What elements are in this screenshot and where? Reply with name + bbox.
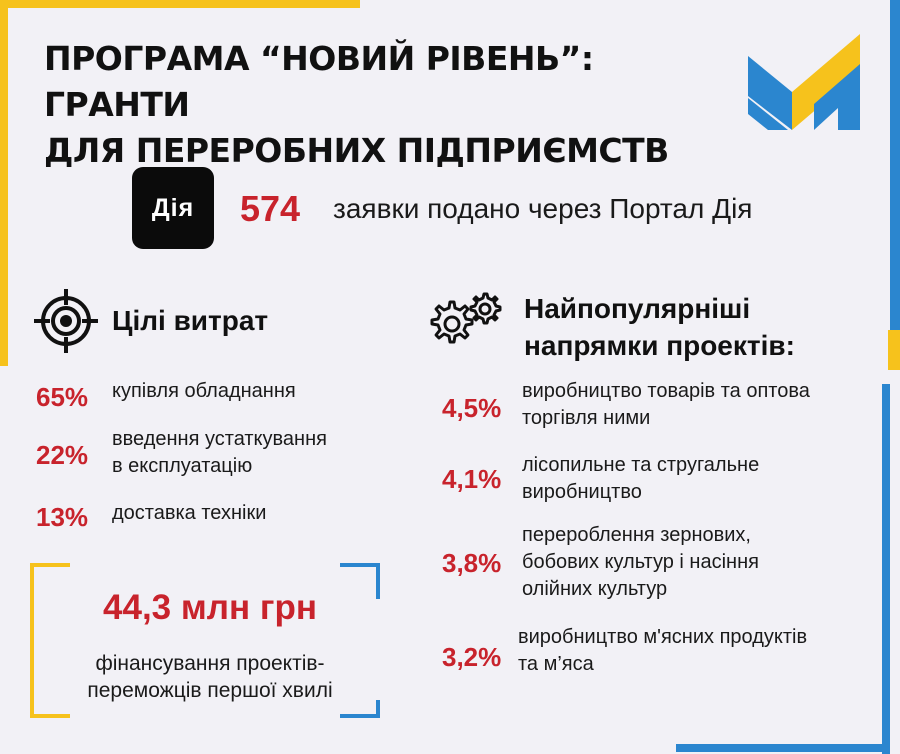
box-corner-blue-bottom xyxy=(340,714,380,718)
frame-blue-right-bottom xyxy=(882,384,890,754)
box-corner-blue-right xyxy=(376,563,380,599)
frame-yellow-right xyxy=(888,330,900,370)
box-corner-yellow-top xyxy=(30,563,70,567)
popular-label: виробництво м'ясних продуктів та м’яса xyxy=(518,626,808,675)
logo-icon xyxy=(748,34,860,130)
title-line-2: ДЛЯ ПЕРЕРОБНИХ ПІДПРИЄМСТВ xyxy=(44,131,669,170)
target-icon xyxy=(34,289,98,353)
funding-description: фінансування проектів- переможців першої… xyxy=(87,652,333,702)
cost-label: введення устаткування в експлуатацію xyxy=(112,428,327,477)
frame-blue-right-top xyxy=(890,0,900,330)
application-count-text: заявки подано через Портал Дія xyxy=(333,193,753,224)
cost-label: купівля обладнання xyxy=(112,380,296,402)
cost-percent: 65% xyxy=(36,382,89,412)
popular-percent: 3,2% xyxy=(442,642,502,672)
popular-label: виробництво товарів та оптова торгівля н… xyxy=(522,380,810,429)
title-line-1: ПРОГРАМА “НОВИЙ РІВЕНЬ”: ГРАНТИ xyxy=(44,39,594,124)
gears-icon xyxy=(430,292,502,344)
popular-label: перероблення зернових, бобових культур і… xyxy=(522,524,759,600)
box-corner-blue-bottom-right xyxy=(376,700,380,718)
costs-title: Цілі витрат xyxy=(112,305,269,336)
cost-label: доставка техніки xyxy=(112,502,267,524)
box-corner-yellow-left xyxy=(30,563,34,715)
cost-percent: 22% xyxy=(36,440,89,470)
popular-label: лісопильне та стругальне виробництво xyxy=(522,454,760,503)
popular-title: Найпопулярніші напрямки проектів: xyxy=(524,293,795,361)
popular-percent: 4,1% xyxy=(442,464,502,494)
frame-yellow-top xyxy=(0,0,360,8)
diia-logo: Дія xyxy=(132,167,214,249)
popular-percent: 4,5% xyxy=(442,393,502,423)
box-corner-yellow-bottom xyxy=(30,714,70,718)
popular-percent: 3,8% xyxy=(442,548,502,578)
box-corner-blue-top xyxy=(340,563,380,567)
frame-blue-bottom-right xyxy=(676,744,890,752)
cost-percent: 13% xyxy=(36,502,89,532)
frame-yellow-left xyxy=(0,0,8,366)
funding-amount: 44,3 млн грн xyxy=(103,588,317,627)
application-count: 574 xyxy=(240,188,301,229)
page-title: ПРОГРАМА “НОВИЙ РІВЕНЬ”: ГРАНТИ ДЛЯ ПЕРЕ… xyxy=(44,36,744,174)
